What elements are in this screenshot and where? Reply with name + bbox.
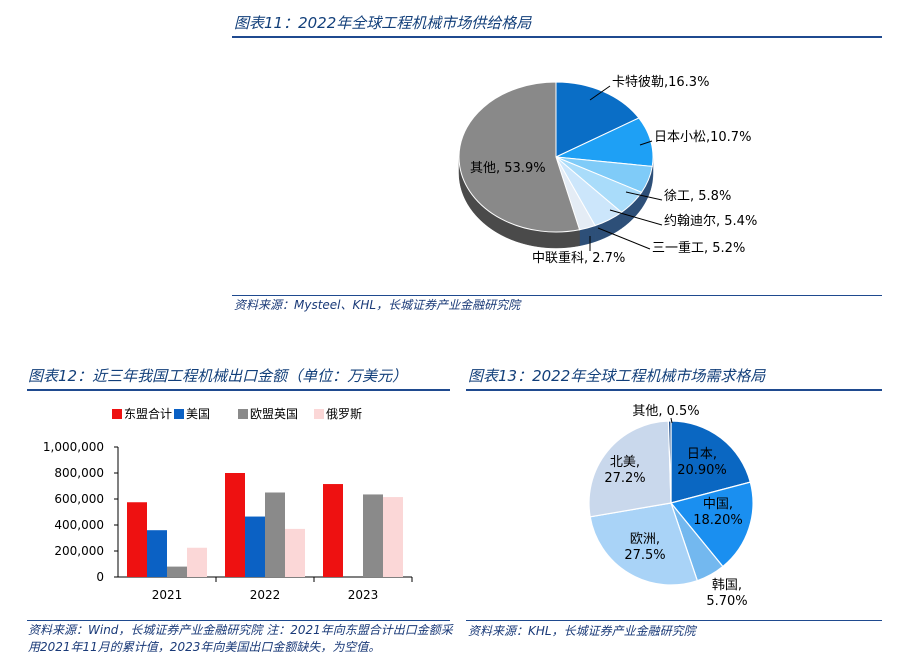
bar-2023-0	[323, 484, 343, 577]
bar-y-tick-label-5: 1,000,000	[43, 440, 104, 454]
export-bar-chart: 东盟合计 美国 欧盟英国 俄罗斯 0 200,000 400,000 600,000 800,0…	[43, 406, 413, 602]
bar-2023-2	[363, 494, 383, 577]
demand-pie-label-5: 其他, 0.5%	[632, 404, 699, 419]
bar-2022-3	[285, 528, 305, 577]
bar-legend-label-3: 俄罗斯	[326, 407, 362, 421]
fig12-source-rule	[27, 620, 450, 621]
demand-pie-chart: 日本, 20.90% 中国, 18.20% 韩国, 5.70% 欧洲, 27.5% 北美, 27.…	[588, 404, 754, 609]
bar-x-tick-label-2: 2023	[348, 588, 379, 602]
supply-pie-slice-6	[458, 81, 581, 233]
bar-x-tick-label-1: 2022	[250, 588, 281, 602]
fig11-source: 资料来源：Mysteel、KHL，长城证券产业金融研究院	[234, 298, 521, 312]
bar-2021-1	[147, 530, 167, 577]
bar-legend-swatch-2	[238, 409, 248, 419]
bar-legend-swatch-3	[314, 409, 324, 419]
supply-pie-label-1: 日本小松,10.7%	[654, 130, 751, 145]
supply-pie-label-2: 徐工, 5.8%	[664, 189, 731, 204]
bar-legend-swatch-0	[112, 409, 122, 419]
bar-y-tick-label-0: 0	[96, 570, 104, 584]
demand-pie-label-1: 中国, 18.20%	[693, 497, 743, 528]
bar-legend-label-2: 欧盟英国	[250, 407, 298, 421]
bar-x-tick-label-0: 2021	[152, 588, 183, 602]
fig13-title-rule	[466, 389, 882, 391]
fig11-title: 图表11：2022年全球工程机械市场供给格局	[234, 14, 532, 32]
bar-y-tick-label-4: 800,000	[54, 466, 104, 480]
bar-y-tick-label-3: 600,000	[54, 492, 104, 506]
bar-2023-3	[383, 497, 403, 577]
bar-2021-3	[187, 547, 207, 577]
supply-pie-leader-1	[639, 140, 653, 146]
demand-pie-slice-1	[669, 481, 754, 568]
bar-2022-0	[225, 473, 245, 577]
bar-legend-label-1: 美国	[186, 407, 210, 421]
bar-2021-0	[127, 502, 147, 577]
fig12-title: 图表12：近三年我国工程机械出口金额（单位：万美元）	[28, 367, 408, 385]
supply-pie-label-6: 其他, 53.9%	[470, 161, 546, 176]
demand-pie-label-0: 日本, 20.90%	[677, 447, 727, 478]
demand-pie-label-2: 韩国, 5.70%	[706, 578, 747, 609]
demand-pie-label-3: 欧洲, 27.5%	[624, 532, 665, 563]
supply-pie-leader-3	[609, 209, 663, 226]
demand-pie-leader-other	[670, 417, 673, 424]
bar-2021-2	[167, 566, 187, 577]
supply-pie-label-3: 约翰迪尔, 5.4%	[664, 214, 757, 229]
fig11-title-rule	[232, 36, 882, 38]
fig12-source: 资料来源：Wind，长城证券产业金融研究院 注：2021年向东盟合计出口金额采用…	[28, 623, 453, 654]
bar-2022-2	[265, 492, 285, 577]
fig13-source: 资料来源：KHL，长城证券产业金融研究院	[468, 624, 696, 638]
supply-pie-leader-4	[597, 227, 651, 250]
bar-legend-swatch-1	[174, 409, 184, 419]
supply-pie-chart: 卡特彼勒,16.3% 日本小松,10.7% 徐工, 5.8% 约翰迪尔, 5.4% 三一…	[458, 75, 757, 266]
demand-pie-label-4: 北美, 27.2%	[604, 455, 645, 486]
demand-pie-slice-0	[670, 420, 752, 504]
bar-2022-1	[245, 516, 265, 577]
bar-legend-label-0: 东盟合计	[124, 406, 172, 421]
fig12-title-rule	[27, 389, 450, 391]
fig13-title: 图表13：2022年全球工程机械市场需求格局	[468, 367, 766, 385]
fig13-source-rule	[466, 620, 882, 621]
supply-pie-label-4: 三一重工, 5.2%	[652, 240, 745, 256]
demand-pie-slice-4	[588, 420, 672, 518]
supply-pie-label-0: 卡特彼勒,16.3%	[612, 75, 709, 90]
supply-pie-label-5: 中联重科, 2.7%	[532, 250, 625, 266]
supply-pie-leader-2	[625, 191, 663, 201]
demand-pie-slice-3	[589, 502, 699, 586]
demand-pie-slice-5	[667, 420, 672, 504]
fig11-source-rule	[232, 295, 882, 296]
supply-pie-slice-0	[555, 81, 640, 158]
supply-pie-leader-0	[589, 85, 611, 101]
bar-y-tick-label-1: 200,000	[54, 544, 104, 558]
bar-y-tick-label-2: 400,000	[54, 518, 104, 532]
